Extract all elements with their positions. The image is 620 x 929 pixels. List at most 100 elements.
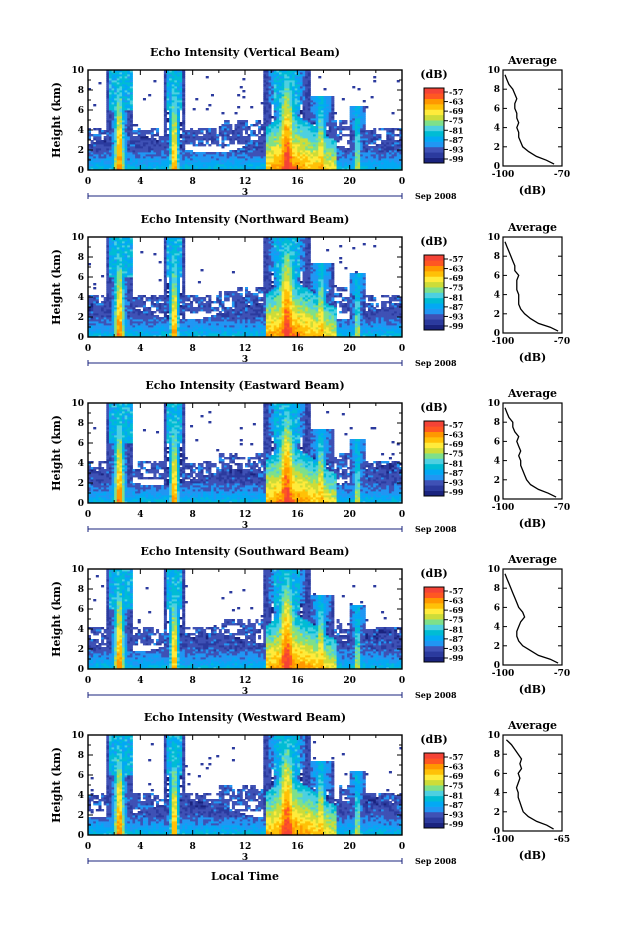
heatmap-cell	[252, 134, 256, 137]
heatmap-cell	[122, 158, 126, 161]
heatmap-cell	[132, 152, 136, 155]
heatmap-cell	[297, 154, 301, 157]
heatmap-cell	[93, 128, 97, 131]
heatmap-cell	[271, 128, 275, 131]
heatmap-cell	[260, 146, 264, 149]
heatmap-cell	[127, 142, 131, 145]
heatmap-cell	[265, 84, 269, 87]
heatmap-cell	[279, 106, 283, 109]
heatmap-cell	[276, 152, 280, 155]
heatmap-cell	[106, 144, 110, 147]
heatmap-cell	[224, 166, 228, 169]
heatmap-cell	[279, 116, 283, 119]
heatmap-cell	[103, 154, 107, 157]
heatmap-cell	[297, 158, 301, 161]
heatmap-cell	[119, 70, 123, 73]
heatmap-cell	[88, 128, 92, 131]
heatmap-cell	[127, 82, 131, 85]
heatmap-cell	[127, 150, 131, 153]
heatmap-cell	[263, 70, 267, 73]
heatmap-cell	[98, 142, 102, 145]
heatmap-cell	[221, 124, 225, 127]
heatmap-cell	[101, 164, 105, 167]
heatmap-cell	[166, 106, 170, 109]
heatmap-cell	[221, 112, 225, 115]
heatmap-cell	[271, 78, 275, 81]
heatmap-cell	[108, 70, 112, 73]
heatmap-cell	[93, 144, 97, 147]
heatmap-cell	[234, 126, 238, 129]
heatmap-cell	[197, 164, 201, 167]
heatmap-cell	[205, 136, 209, 139]
heatmap-cell	[137, 138, 141, 141]
heatmap-cell	[124, 140, 128, 143]
heatmap-cell	[176, 138, 180, 141]
heatmap-cell	[161, 138, 165, 141]
heatmap-cell	[224, 138, 228, 141]
heatmap-cell	[284, 70, 288, 73]
heatmap-cell	[210, 158, 214, 161]
heatmap-cell	[122, 80, 126, 83]
heatmap-cell	[176, 120, 180, 123]
heatmap-cell	[179, 305, 183, 308]
heatmap-cell	[292, 92, 296, 95]
heatmap-cell	[129, 154, 133, 157]
heatmap-cell	[237, 166, 241, 169]
heatmap-cell	[286, 132, 290, 135]
heatmap-cell	[268, 94, 272, 97]
heatmap-cell	[156, 134, 160, 137]
heatmap-cell	[224, 162, 228, 165]
heatmap-cell	[218, 160, 222, 163]
heatmap-cell	[156, 297, 160, 300]
heatmap-cell	[90, 162, 94, 165]
heatmap-cell	[176, 158, 180, 161]
heatmap-cell	[153, 154, 157, 157]
heatmap-cell	[169, 112, 173, 115]
heatmap-cell	[265, 98, 269, 101]
heatmap-cell	[268, 126, 272, 129]
heatmap-cell	[93, 283, 97, 286]
heatmap-cell	[163, 114, 167, 117]
heatmap-cell	[197, 158, 201, 161]
heatmap-cell	[273, 138, 277, 141]
heatmap-cell	[297, 102, 301, 105]
heatmap-cell	[171, 144, 175, 147]
heatmap-cell	[294, 90, 298, 93]
heatmap-cell	[315, 96, 319, 99]
heatmap-cell	[88, 154, 92, 157]
heatmap-cell	[106, 168, 110, 171]
heatmap-cell	[95, 156, 99, 159]
heatmap-cell	[116, 70, 120, 73]
heatmap-cell	[129, 90, 133, 93]
heatmap-cell	[213, 152, 217, 155]
heatmap-cell	[284, 138, 288, 141]
heatmap-cell	[176, 92, 180, 95]
heatmap-cell	[218, 164, 222, 167]
heatmap-cell	[176, 150, 180, 153]
heatmap-cell	[242, 120, 246, 123]
heatmap-cell	[265, 100, 269, 103]
heatmap-cell	[174, 160, 178, 163]
heatmap-cell	[252, 168, 256, 171]
heatmap-cell	[284, 130, 288, 133]
heatmap-cell	[176, 160, 180, 163]
heatmap-cell	[281, 90, 285, 93]
heatmap-cell	[124, 136, 128, 139]
heatmap-cell	[276, 96, 280, 99]
heatmap-cell	[124, 80, 128, 83]
heatmap-cell	[273, 96, 277, 99]
heatmap-cell	[265, 78, 269, 81]
heatmap-cell	[273, 106, 277, 109]
heatmap-cell	[234, 160, 238, 163]
heatmap-cell	[171, 90, 175, 93]
heatmap-cell	[339, 136, 343, 139]
heatmap-cell	[182, 86, 186, 89]
heatmap-cell	[187, 140, 191, 143]
heatmap-cell	[111, 164, 115, 167]
heatmap-cell	[140, 132, 144, 135]
heatmap-cell	[161, 140, 165, 143]
heatmap-cell	[135, 130, 139, 133]
heatmap-cell	[349, 106, 353, 109]
heatmap-cell	[122, 128, 126, 131]
heatmap-cell	[106, 160, 110, 163]
